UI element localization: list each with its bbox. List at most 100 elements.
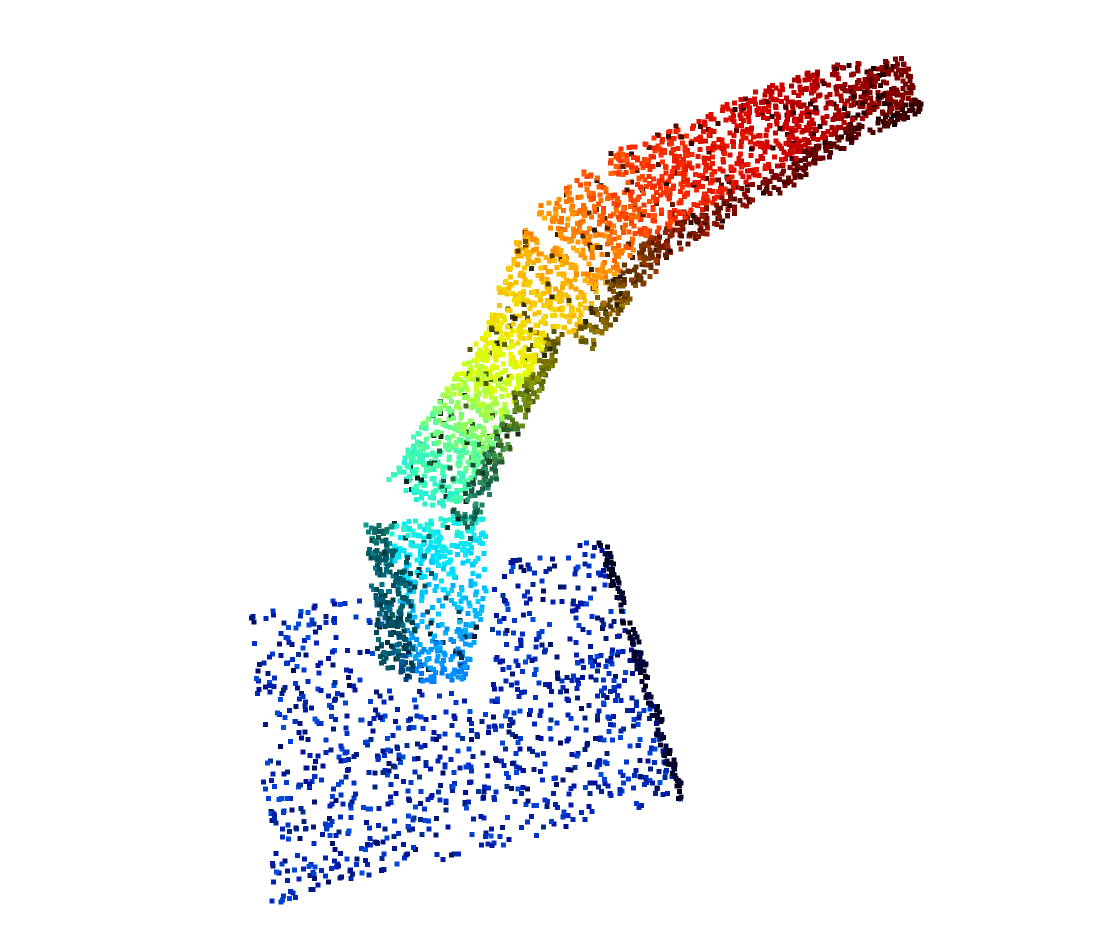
upper-link-point	[628, 244, 634, 250]
lower-link-point	[547, 363, 553, 369]
lower-link-point	[433, 419, 439, 425]
lower-link-point	[391, 471, 396, 477]
upper-link-point	[622, 190, 628, 195]
gripper-base-point	[387, 600, 393, 606]
end-segment-point	[766, 109, 772, 115]
upper-link-point	[553, 211, 559, 217]
upper-link-point	[557, 306, 563, 312]
ground-plane-point	[518, 638, 524, 644]
ground-plane-point	[601, 567, 606, 573]
lower-link-point	[447, 424, 453, 430]
gripper-base-point	[409, 668, 415, 673]
ground-plane-point	[272, 784, 277, 790]
upper-link-point	[631, 247, 637, 253]
ground-plane-point	[630, 626, 636, 632]
ground-plane-point	[643, 776, 649, 782]
end-segment-point	[809, 82, 815, 88]
gripper-base-point	[374, 629, 380, 635]
gripper-base-point	[365, 529, 371, 535]
lower-link-point	[488, 405, 494, 411]
ground-plane-point	[615, 652, 621, 658]
upper-link-point	[578, 182, 584, 188]
ground-plane-point	[307, 873, 313, 879]
end-segment-point	[895, 116, 900, 122]
upper-link-point	[592, 284, 597, 290]
lower-link-point	[467, 366, 473, 372]
ground-plane-point	[370, 728, 376, 734]
end-segment-point	[817, 92, 823, 98]
end-segment-point	[825, 129, 831, 134]
ground-plane-point	[331, 601, 337, 607]
ground-plane-point	[251, 619, 257, 625]
ground-plane-point	[624, 707, 630, 713]
end-segment-point	[789, 150, 795, 156]
gripper-base-point	[397, 598, 403, 604]
lower-link-point	[421, 473, 427, 479]
lower-link-point	[505, 427, 511, 433]
lower-link-point	[455, 516, 461, 522]
upper-link-point	[613, 164, 619, 170]
upper-link-point	[650, 255, 655, 261]
lower-link-point	[457, 377, 463, 383]
upper-link-point	[562, 226, 568, 232]
end-segment-point	[760, 142, 766, 148]
ground-plane-point	[309, 617, 315, 623]
end-segment-point	[871, 66, 877, 71]
ground-plane-point	[255, 690, 260, 696]
upper-link-point	[544, 277, 550, 283]
end-segment-point	[753, 101, 758, 107]
lower-link-point	[507, 414, 513, 420]
upper-link-point	[526, 236, 532, 242]
end-segment-point	[790, 102, 795, 108]
upper-link-point	[513, 279, 519, 285]
upper-link-point	[513, 301, 519, 307]
lower-link-point	[509, 374, 515, 380]
ground-plane-point	[520, 631, 526, 637]
gripper-base-point	[472, 607, 478, 613]
end-segment-point	[731, 211, 737, 217]
gripper-base-point	[402, 643, 408, 649]
ground-plane-point	[633, 768, 639, 774]
gripper-base-point	[463, 622, 469, 628]
ground-plane-point	[537, 712, 543, 718]
end-segment-point	[848, 131, 854, 136]
upper-link-point	[626, 229, 632, 235]
ground-plane-point	[344, 667, 349, 673]
upper-link-point	[671, 136, 677, 141]
end-segment-point	[880, 92, 886, 98]
end-segment-point	[756, 172, 762, 178]
gripper-base-point	[450, 638, 456, 644]
ground-plane-point	[663, 743, 669, 749]
gripper-base-point	[404, 576, 410, 582]
upper-link-point	[650, 206, 656, 212]
upper-link-point	[541, 291, 546, 297]
ground-plane-point	[626, 629, 632, 635]
gripper-base-point	[456, 626, 462, 632]
ground-plane-point	[308, 887, 314, 893]
end-segment-point	[900, 92, 906, 98]
end-segment-point	[762, 92, 768, 98]
gripper-base-point	[466, 600, 472, 606]
upper-link-point	[685, 241, 691, 247]
end-segment-point	[744, 168, 750, 174]
ground-plane-point	[549, 819, 554, 825]
ground-plane-point	[662, 774, 668, 780]
ground-plane-point	[335, 782, 341, 788]
upper-link-point	[700, 207, 705, 212]
gripper-base-point	[475, 555, 481, 561]
lower-link-point	[467, 397, 473, 403]
ground-plane-point	[327, 832, 333, 838]
upper-link-point	[586, 271, 592, 277]
ground-plane-point	[380, 769, 386, 775]
upper-link-point	[656, 225, 662, 231]
upper-link-point	[591, 272, 597, 278]
upper-link-point	[555, 324, 561, 330]
ground-plane-point	[604, 557, 610, 563]
lower-link-point	[499, 459, 505, 465]
upper-link-point	[632, 144, 638, 150]
upper-link-point	[593, 289, 599, 295]
gripper-base-point	[387, 541, 393, 547]
upper-link-point	[618, 279, 624, 285]
lower-link-point	[412, 459, 418, 465]
upper-link-point	[607, 221, 613, 227]
